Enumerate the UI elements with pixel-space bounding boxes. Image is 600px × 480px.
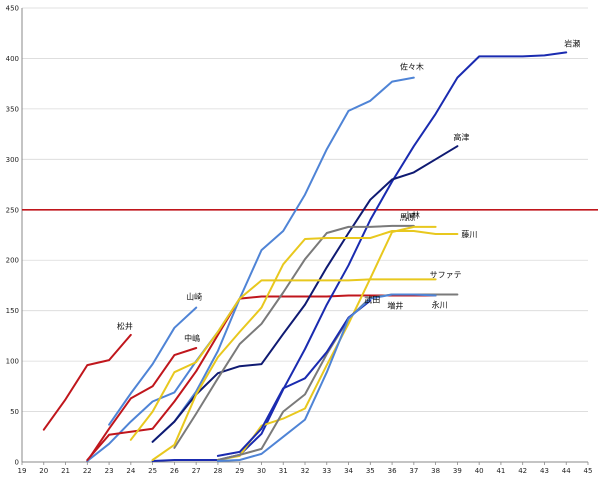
series-label: 藤川 [461, 229, 477, 239]
series-line-14 [216, 293, 437, 462]
x-tick-label: 45 [584, 467, 593, 475]
x-tick-label: 29 [235, 467, 244, 475]
y-tick-label: 400 [6, 55, 19, 63]
series-line-4 [86, 294, 437, 461]
y-tick-label: 50 [10, 408, 19, 416]
x-tick-label: 26 [170, 467, 179, 475]
y-tick-label: 450 [6, 5, 19, 13]
x-tick-label: 40 [475, 467, 484, 475]
x-tick-label: 36 [388, 467, 397, 475]
series-line-10 [151, 230, 459, 461]
series-line-2 [86, 347, 198, 462]
x-tick-label: 43 [540, 467, 549, 475]
y-axis-ticks: 0 50 100 150 200 250 300 350 400 450 [6, 5, 19, 467]
series-line-13 [216, 299, 372, 457]
x-tick-label: 19 [18, 467, 27, 475]
x-tick-label: 24 [126, 467, 135, 475]
series-line-0 [42, 333, 132, 431]
series-label: 高津 [453, 132, 469, 142]
series-label: 馬原 [400, 213, 416, 222]
x-tick-label: 25 [148, 467, 157, 475]
series-line-8 [173, 224, 415, 449]
x-tick-label: 31 [279, 467, 288, 475]
x-tick-label: 27 [192, 467, 201, 475]
x-tick-label: 41 [496, 467, 505, 475]
x-tick-label: 22 [83, 467, 92, 475]
y-tick-label: 300 [6, 156, 19, 164]
x-tick-label: 33 [322, 467, 331, 475]
series-line-9 [129, 278, 437, 441]
series-label: サファテ [430, 270, 462, 279]
x-tick-label: 42 [518, 467, 527, 475]
y-tick-label: 350 [6, 105, 19, 113]
series-group [42, 51, 568, 462]
y-tick-label: 150 [6, 307, 19, 315]
x-tick-label: 32 [301, 467, 310, 475]
y-tick-label: 200 [6, 257, 19, 265]
x-tick-label: 39 [453, 467, 462, 475]
x-tick-label: 44 [562, 467, 571, 475]
series-line-5 [151, 76, 415, 443]
series-label: 増井 [387, 301, 403, 311]
x-tick-label: 38 [431, 467, 440, 475]
series-label: 武田 [364, 295, 380, 305]
x-tick-label: 37 [409, 467, 418, 475]
x-tick-label: 28 [213, 467, 222, 475]
series-label: 中嶋 [184, 333, 200, 343]
series-label: 佐々木 [400, 62, 424, 72]
series-label: 岩瀬 [564, 38, 580, 48]
series-label: 山崎 [186, 292, 202, 302]
series-line-7 [151, 145, 459, 443]
x-tick-label: 21 [61, 467, 70, 475]
y-tick-label: 100 [6, 358, 19, 366]
x-tick-label: 20 [39, 467, 48, 475]
y-tick-label: 250 [6, 206, 19, 214]
series-line-1 [108, 306, 198, 426]
x-tick-label: 34 [344, 467, 353, 475]
x-tick-label: 30 [257, 467, 266, 475]
y-tick-label: 0 [15, 459, 19, 467]
x-axis-ticks: 19 20 21 22 23 24 25 26 27 28 29 30 31 32 33 34 35 36 37 38… [18, 462, 593, 475]
x-tick-label: 23 [105, 467, 114, 475]
x-tick-label: 35 [366, 467, 375, 475]
series-label: 永川 [432, 300, 448, 310]
series-label: 松井 [117, 321, 133, 331]
series-label: 小林 [404, 210, 420, 220]
